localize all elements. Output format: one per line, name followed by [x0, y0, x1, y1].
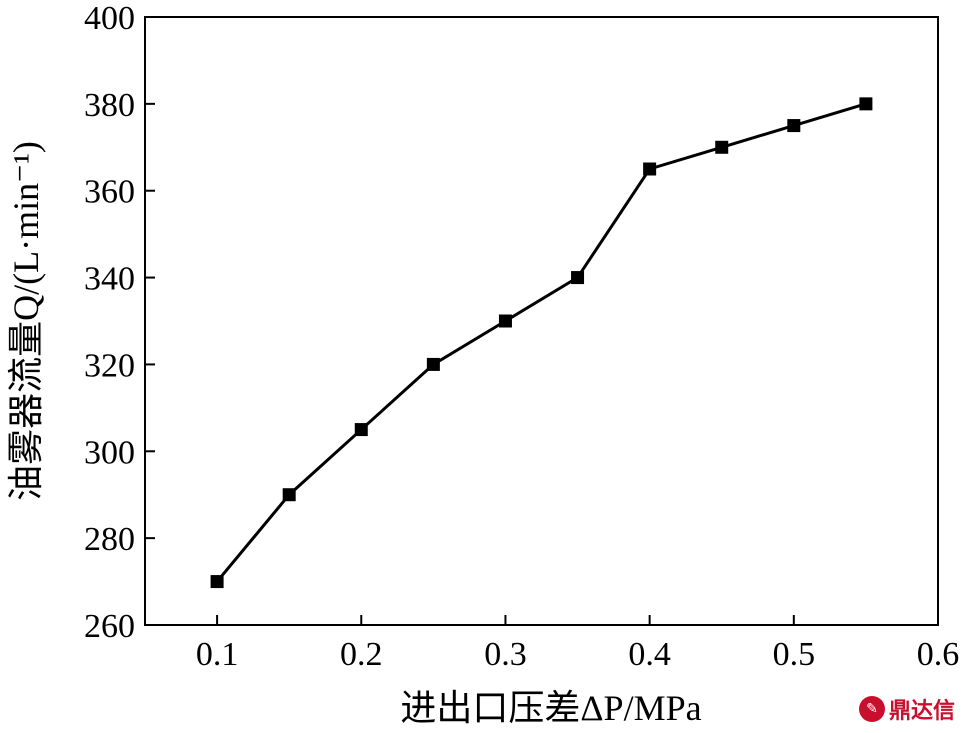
- plot-frame: [144, 16, 939, 626]
- x-tick-label: 0.4: [628, 636, 671, 673]
- y-tick-label: 320: [84, 347, 135, 384]
- x-tick-label: 0.6: [917, 636, 960, 673]
- data-point: [643, 162, 657, 176]
- y-tick-label: 300: [84, 434, 135, 471]
- y-tick-label: 380: [84, 87, 135, 124]
- x-tick-label: 0.1: [196, 636, 239, 673]
- logo-icon: ✎: [858, 696, 885, 722]
- y-tick-label: 260: [84, 608, 135, 645]
- data-point: [498, 314, 512, 328]
- data-point: [426, 357, 440, 371]
- data-point: [859, 97, 873, 111]
- data-point: [210, 575, 224, 589]
- x-tick-label: 0.5: [773, 636, 816, 673]
- y-tick-label: 340: [84, 261, 135, 298]
- data-point: [571, 271, 585, 285]
- series-markers: [210, 97, 873, 589]
- data-point: [715, 140, 729, 154]
- y-axis-title: 油雾器流量Q/(L·min⁻¹): [6, 141, 46, 501]
- data-point: [282, 488, 296, 502]
- axis-ticks: [145, 16, 939, 626]
- watermark-text: 鼎达信: [888, 699, 955, 724]
- data-point: [354, 423, 368, 437]
- y-tick-label: 400: [84, 0, 135, 37]
- x-tick-label: 0.2: [340, 636, 383, 673]
- data-point: [787, 119, 801, 133]
- tick-labels: 0.1 0.2 0.3 0.4 0.5 0.6 260 280 300 320 340 360 380 4…: [84, 0, 959, 673]
- series-line: [215, 102, 867, 583]
- y-tick-label: 360: [84, 174, 135, 211]
- x-tick-label: 0.3: [484, 636, 527, 673]
- y-tick-label: 280: [84, 521, 135, 558]
- x-axis-title: 进出口压差ΔP/MPa: [400, 688, 701, 728]
- watermark: ✎ 鼎达信: [858, 693, 955, 725]
